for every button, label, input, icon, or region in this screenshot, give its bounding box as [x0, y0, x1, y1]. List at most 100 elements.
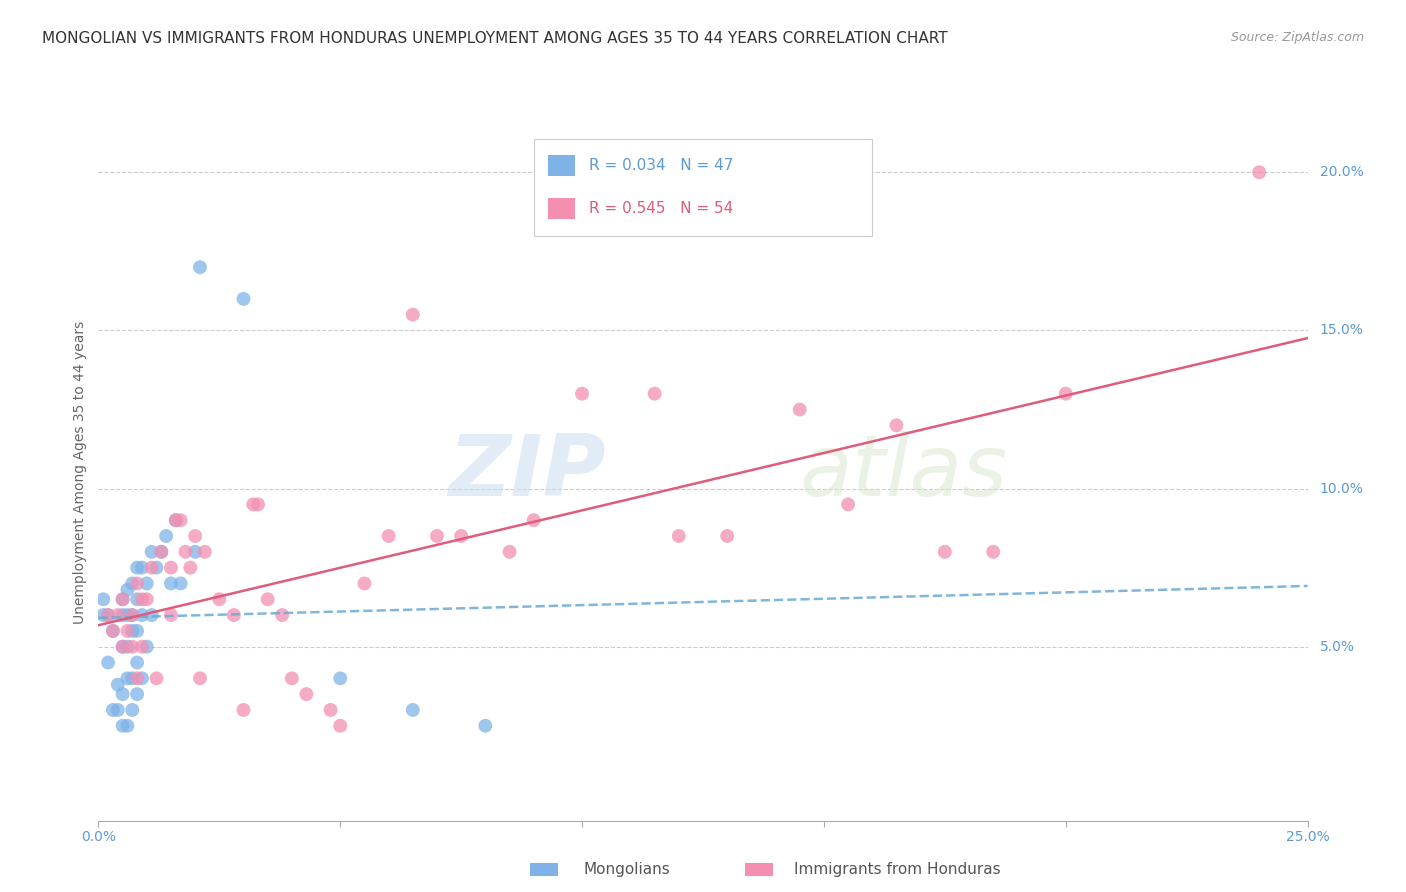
FancyBboxPatch shape — [745, 863, 773, 876]
Point — [127, 624, 149, 638]
Point — [716, 529, 738, 543]
Point — [242, 497, 264, 511]
FancyBboxPatch shape — [548, 155, 575, 176]
Point — [789, 402, 811, 417]
Text: 10.0%: 10.0% — [1320, 482, 1364, 496]
Text: Source: ZipAtlas.com: Source: ZipAtlas.com — [1230, 31, 1364, 45]
Point — [271, 608, 294, 623]
Point — [232, 292, 254, 306]
Point — [981, 545, 1004, 559]
Text: ZIP: ZIP — [449, 431, 606, 515]
Point — [117, 640, 139, 654]
Point — [329, 671, 352, 685]
Point — [402, 308, 425, 322]
Point — [101, 703, 124, 717]
Point — [127, 592, 149, 607]
Point — [131, 640, 153, 654]
Point — [160, 560, 183, 574]
Point — [141, 608, 163, 623]
Point — [498, 545, 520, 559]
Point — [644, 386, 666, 401]
Point — [97, 656, 120, 670]
Text: R = 0.545   N = 54: R = 0.545 N = 54 — [589, 201, 734, 216]
Point — [121, 640, 143, 654]
Point — [111, 592, 134, 607]
Point — [1249, 165, 1271, 179]
Text: 15.0%: 15.0% — [1320, 324, 1364, 337]
Point — [169, 576, 191, 591]
Point — [127, 687, 149, 701]
Point — [107, 608, 129, 623]
Point — [111, 719, 134, 733]
Point — [141, 560, 163, 574]
Point — [934, 545, 956, 559]
Point — [117, 719, 139, 733]
Point — [127, 656, 149, 670]
Point — [155, 529, 177, 543]
Point — [329, 719, 352, 733]
Point — [188, 260, 211, 275]
Point — [281, 671, 304, 685]
Point — [179, 560, 201, 574]
Point — [886, 418, 908, 433]
Point — [174, 545, 197, 559]
Point — [91, 592, 114, 607]
Point — [145, 671, 167, 685]
Point — [101, 624, 124, 638]
Point — [184, 529, 207, 543]
Point — [247, 497, 270, 511]
Point — [208, 592, 231, 607]
Point — [160, 576, 183, 591]
Point — [97, 608, 120, 623]
Point — [127, 560, 149, 574]
Point — [426, 529, 449, 543]
Point — [127, 671, 149, 685]
Point — [111, 640, 134, 654]
Point — [131, 608, 153, 623]
Text: 5.0%: 5.0% — [1320, 640, 1354, 654]
FancyBboxPatch shape — [548, 198, 575, 219]
Point — [165, 513, 187, 527]
Text: 20.0%: 20.0% — [1320, 165, 1364, 179]
Point — [111, 640, 134, 654]
Point — [111, 608, 134, 623]
Point — [232, 703, 254, 717]
Point — [523, 513, 546, 527]
Point — [184, 545, 207, 559]
Point — [194, 545, 217, 559]
Point — [141, 545, 163, 559]
FancyBboxPatch shape — [534, 139, 872, 236]
Point — [121, 671, 143, 685]
Point — [97, 608, 120, 623]
Text: Immigrants from Honduras: Immigrants from Honduras — [794, 863, 1001, 877]
Point — [450, 529, 472, 543]
Point — [111, 592, 134, 607]
Point — [160, 608, 183, 623]
Point — [131, 560, 153, 574]
Point — [131, 592, 153, 607]
Point — [121, 608, 143, 623]
Point — [319, 703, 342, 717]
Point — [131, 671, 153, 685]
Point — [121, 703, 143, 717]
Text: R = 0.034   N = 47: R = 0.034 N = 47 — [589, 158, 734, 173]
Point — [668, 529, 690, 543]
Point — [353, 576, 375, 591]
Point — [222, 608, 245, 623]
Point — [107, 678, 129, 692]
Y-axis label: Unemployment Among Ages 35 to 44 years: Unemployment Among Ages 35 to 44 years — [73, 321, 87, 624]
Point — [117, 608, 139, 623]
Point — [135, 576, 157, 591]
Point — [402, 703, 425, 717]
Point — [474, 719, 496, 733]
Point — [150, 545, 173, 559]
Point — [295, 687, 318, 701]
Point — [121, 624, 143, 638]
Text: MONGOLIAN VS IMMIGRANTS FROM HONDURAS UNEMPLOYMENT AMONG AGES 35 TO 44 YEARS COR: MONGOLIAN VS IMMIGRANTS FROM HONDURAS UN… — [42, 31, 948, 46]
Point — [121, 576, 143, 591]
Point — [127, 576, 149, 591]
Point — [169, 513, 191, 527]
Point — [117, 671, 139, 685]
Point — [837, 497, 859, 511]
Point — [571, 386, 593, 401]
